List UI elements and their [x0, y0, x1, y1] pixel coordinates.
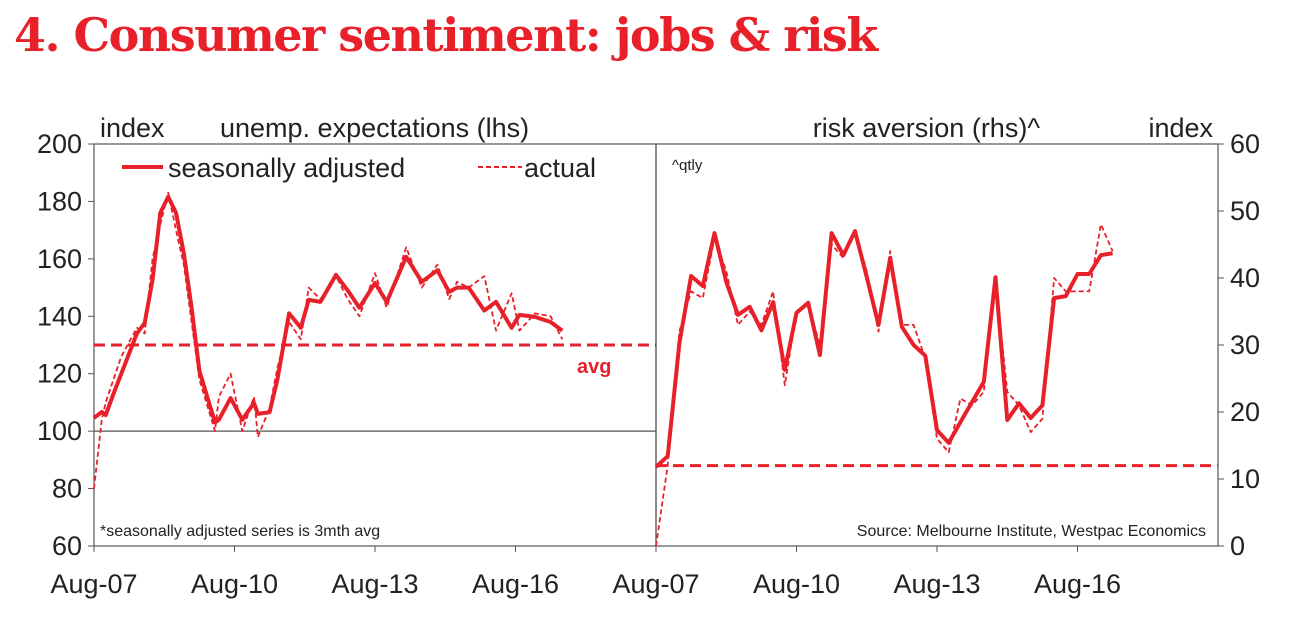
right-unit-label: index [1148, 113, 1213, 143]
unemp-expectations-seasonally-adjusted-line [92, 194, 564, 425]
y-tick-label: 80 [52, 474, 82, 504]
risk-aversion-seasonally-adjusted-line [654, 229, 1113, 469]
x-tick-label: Aug-10 [753, 569, 840, 599]
left-unit-label: index [100, 113, 165, 143]
y-tick-label: 50 [1230, 196, 1260, 226]
y-tick-label: 120 [37, 359, 82, 389]
y-tick-label: 30 [1230, 330, 1260, 360]
qtly-note: ^qtly [672, 157, 703, 174]
y-tick-label: 20 [1230, 397, 1260, 427]
y-tick-label: 60 [52, 531, 82, 561]
avg-label: avg [577, 356, 611, 378]
y-tick-label: 200 [37, 129, 82, 159]
y-tick-label: 40 [1230, 263, 1260, 293]
x-tick-label: Aug-07 [50, 569, 137, 599]
unemp-expectations-actual-line [93, 191, 564, 489]
y-tick-label: 140 [37, 301, 82, 331]
x-tick-label: Aug-16 [1034, 569, 1121, 599]
source-note: Source: Melbourne Institute, Westpac Eco… [857, 523, 1206, 540]
legend-label-actual: actual [524, 153, 596, 183]
y-tick-label: 180 [37, 186, 82, 216]
right-plot-frame [655, 143, 1219, 547]
left-panel-title: unemp. expectations (lhs) [220, 113, 529, 143]
legend-label-seasonally-adjusted: seasonally adjusted [168, 153, 405, 183]
x-tick-label: Aug-13 [331, 569, 418, 599]
y-tick-label: 100 [37, 416, 82, 446]
y-tick-label: 160 [37, 244, 82, 274]
right-panel-title: risk aversion (rhs)^ [813, 113, 1041, 143]
chart-title: 4. Consumer sentiment: jobs & risk [14, 8, 878, 62]
y-tick-label: 0 [1230, 531, 1245, 561]
x-tick-label: Aug-16 [472, 569, 559, 599]
x-tick-label: Aug-10 [191, 569, 278, 599]
x-tick-label: Aug-13 [893, 569, 980, 599]
footnote: *seasonally adjusted series is 3mth avg [100, 523, 380, 540]
y-tick-label: 10 [1230, 464, 1260, 494]
x-tick-label: Aug-07 [612, 569, 699, 599]
y-tick-label: 60 [1230, 129, 1260, 159]
